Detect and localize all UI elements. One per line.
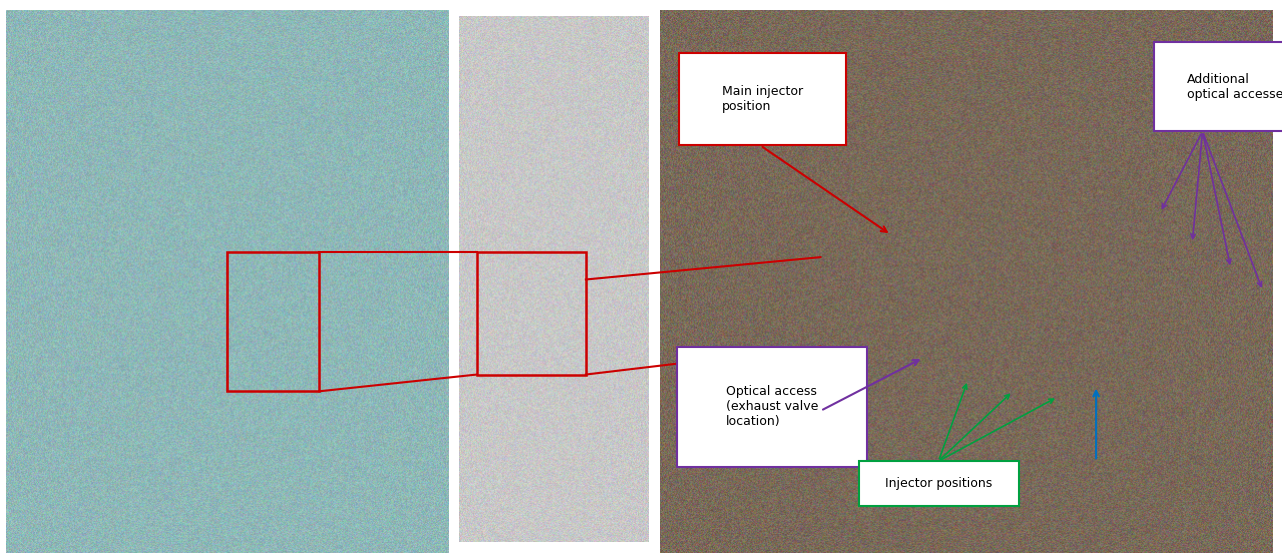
Bar [477, 252, 586, 375]
Bar [677, 347, 867, 467]
Bar [227, 252, 319, 391]
Text: Optical access
(exhaust valve
location): Optical access (exhaust valve location) [726, 385, 818, 428]
Text: Additional
optical accesses: Additional optical accesses [1187, 73, 1282, 101]
Text: Injector positions: Injector positions [886, 477, 992, 490]
Bar [679, 53, 846, 145]
Bar [859, 461, 1019, 506]
Text: Main injector
position: Main injector position [722, 85, 804, 113]
Bar [1154, 42, 1282, 131]
